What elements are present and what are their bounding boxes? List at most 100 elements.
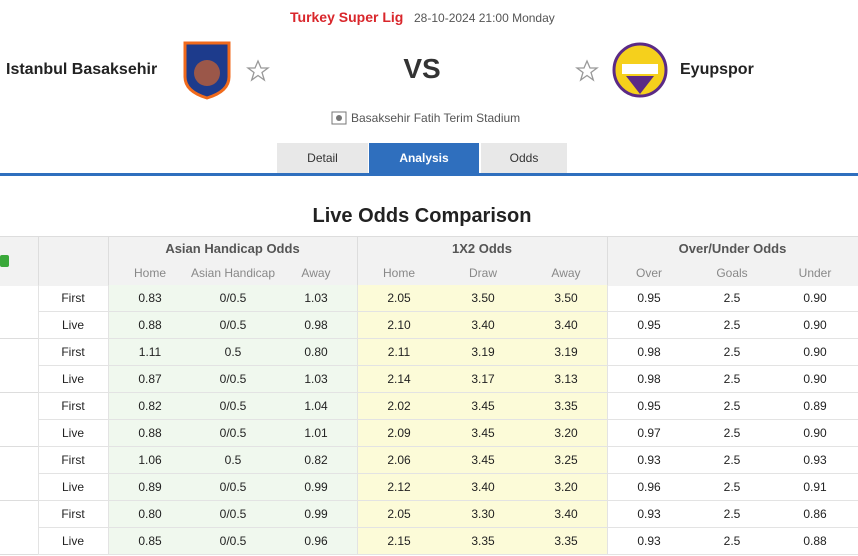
col-divider	[607, 236, 608, 285]
tab[interactable]: Analysis	[369, 143, 479, 173]
sub-header: Under	[798, 266, 832, 280]
odds-cell: 0.93	[637, 453, 661, 467]
col-divider	[108, 236, 109, 285]
group-line	[0, 446, 38, 447]
odds-cell: 3.50	[554, 291, 578, 305]
odds-cell: 2.11	[387, 345, 411, 359]
col-divider	[607, 393, 608, 420]
col-divider	[357, 447, 358, 474]
odds-cell: 2.5	[723, 345, 741, 359]
odds-cell: 0.82	[304, 453, 328, 467]
row-line	[38, 311, 858, 312]
odds-cell: 0/0.5	[219, 318, 247, 332]
odds-cell: 0.88	[803, 534, 827, 548]
odds-cell: 0.90	[803, 291, 827, 305]
col-divider	[38, 528, 39, 555]
tab-underline	[0, 173, 858, 176]
asian-bg	[108, 420, 357, 447]
col-divider	[108, 312, 109, 339]
odds-cell: 0.98	[304, 318, 328, 332]
row-line	[38, 554, 858, 555]
odds-cell: 2.5	[723, 372, 741, 386]
odds-cell: 0.82	[138, 399, 162, 413]
odds-cell: 0/0.5	[219, 291, 247, 305]
asian-bg	[108, 393, 357, 420]
col-divider	[108, 393, 109, 420]
col-divider	[607, 285, 608, 312]
favorite-star[interactable]	[246, 59, 270, 82]
row-line	[38, 473, 858, 474]
sub-header: Goals	[716, 266, 748, 280]
row-label: Live	[61, 318, 84, 332]
odds-cell: 0/0.5	[219, 372, 247, 386]
odds-cell: 2.14	[387, 372, 411, 386]
odds-cell: 0.89	[138, 480, 162, 494]
sub-header: Home	[382, 266, 415, 280]
col-divider	[357, 236, 358, 285]
odds-cell: 1.03	[304, 291, 328, 305]
expand-icon[interactable]	[0, 255, 9, 267]
col-divider	[108, 366, 109, 393]
odds-cell: 2.09	[387, 426, 411, 440]
odds-cell: 0.95	[637, 291, 661, 305]
odds-cell: 3.35	[471, 534, 495, 548]
col-divider	[357, 501, 358, 528]
odds-cell: 3.20	[554, 426, 578, 440]
venue-icon	[331, 111, 347, 125]
odds-cell: 2.12	[387, 480, 411, 494]
row-label: First	[61, 453, 85, 467]
sub-header: Draw	[468, 266, 497, 280]
col-divider	[38, 420, 39, 447]
odds-cell: 0.90	[803, 372, 827, 386]
tab[interactable]: Odds	[481, 143, 567, 173]
x12-bg	[357, 474, 607, 501]
odds-cell: 0.85	[138, 534, 162, 548]
row-line	[38, 338, 858, 339]
col-divider	[357, 528, 358, 555]
odds-cell: 0/0.5	[219, 399, 247, 413]
home-logo	[183, 41, 231, 100]
col-divider	[38, 236, 39, 285]
favorite-star[interactable]	[575, 59, 599, 82]
x12-bg	[357, 339, 607, 366]
odds-cell: 3.40	[554, 507, 578, 521]
col-divider	[38, 366, 39, 393]
odds-cell: 0.90	[803, 426, 827, 440]
col-divider	[108, 339, 109, 366]
x12-bg	[357, 420, 607, 447]
home-team[interactable]: Istanbul Basaksehir	[6, 61, 158, 78]
tab[interactable]: Detail	[277, 143, 368, 173]
col-divider	[357, 366, 358, 393]
col-divider	[108, 447, 109, 474]
league[interactable]: Turkey Super Lig	[290, 9, 404, 25]
odds-cell: 3.30	[471, 507, 495, 521]
row-label: First	[61, 291, 85, 305]
sub-header: Away	[551, 266, 581, 280]
col-divider	[108, 501, 109, 528]
col-divider	[357, 312, 358, 339]
asian-bg	[108, 312, 357, 339]
row-label: Live	[61, 480, 84, 494]
odds-cell: 3.50	[471, 291, 495, 305]
asian-bg	[108, 528, 357, 555]
odds-cell: 2.15	[387, 534, 411, 548]
odds-cell: 3.45	[471, 399, 495, 413]
col-divider	[607, 447, 608, 474]
odds-cell: 2.5	[723, 534, 741, 548]
x12-bg	[357, 447, 607, 474]
odds-cell: 3.45	[471, 426, 495, 440]
asian-bg	[108, 447, 357, 474]
odds-cell: 0.95	[637, 399, 661, 413]
asian-bg	[108, 474, 357, 501]
group-line	[0, 338, 38, 339]
odds-cell: 1.06	[138, 453, 162, 467]
row-label: Live	[61, 534, 84, 548]
away-team[interactable]: Eyupspor	[680, 61, 754, 78]
odds-cell: 0.88	[138, 426, 162, 440]
odds-cell: 2.02	[387, 399, 411, 413]
row-label: First	[61, 507, 85, 521]
row-label: Live	[61, 426, 84, 440]
odds-cell: 3.13	[554, 372, 578, 386]
sub-header: Over	[635, 266, 662, 280]
